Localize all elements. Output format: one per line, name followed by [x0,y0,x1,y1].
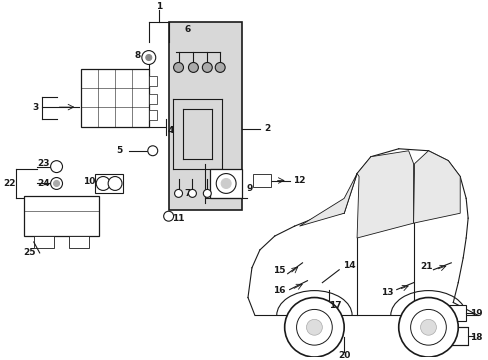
Text: 5: 5 [116,146,122,155]
Text: 10: 10 [83,177,95,186]
Bar [168,22,242,210]
Text: 14: 14 [342,261,355,270]
Circle shape [216,174,236,193]
Bar [429,327,467,345]
Circle shape [410,310,446,345]
Text: 17: 17 [328,301,341,310]
Text: 9: 9 [246,184,253,193]
Bar [148,94,157,104]
Polygon shape [413,151,459,223]
Circle shape [96,176,110,190]
Bar [24,196,99,236]
Text: 25: 25 [23,248,36,257]
Bar [148,110,157,120]
Circle shape [50,161,62,172]
Polygon shape [299,174,356,226]
Bar [34,236,54,248]
Text: 1: 1 [155,3,162,12]
Text: 8: 8 [135,51,141,60]
Text: 24: 24 [37,179,50,188]
Circle shape [284,297,344,357]
Circle shape [54,180,60,186]
Polygon shape [356,151,413,238]
Text: 3: 3 [33,103,39,112]
Circle shape [174,189,182,197]
Circle shape [398,297,457,357]
Circle shape [145,55,151,60]
Bar [210,168,242,198]
Circle shape [306,319,322,335]
Text: 2: 2 [264,125,270,134]
Circle shape [203,189,211,197]
Circle shape [50,177,62,189]
Text: 15: 15 [273,266,285,275]
Bar [148,76,157,86]
Circle shape [296,310,331,345]
Text: 4: 4 [167,126,173,135]
Text: 23: 23 [38,159,50,168]
Bar [81,69,148,127]
Text: 18: 18 [469,333,481,342]
Text: 13: 13 [380,288,392,297]
Text: 11: 11 [172,214,184,223]
Text: 20: 20 [337,351,349,360]
Text: 7: 7 [184,189,190,198]
Circle shape [188,63,198,72]
Circle shape [142,51,155,64]
Text: 19: 19 [469,309,481,318]
Bar [427,306,465,321]
Circle shape [163,211,173,221]
Circle shape [188,189,196,197]
Circle shape [215,63,224,72]
Text: 22: 22 [4,179,16,188]
Circle shape [147,146,158,156]
Text: 21: 21 [419,262,432,271]
Circle shape [221,179,231,188]
Bar [252,174,270,188]
Bar [69,236,89,248]
Text: 12: 12 [293,176,305,185]
Circle shape [108,176,122,190]
Circle shape [420,319,435,335]
Text: 16: 16 [273,286,285,295]
Bar [95,174,123,193]
Circle shape [202,63,212,72]
Text: 6: 6 [184,25,190,34]
Circle shape [173,63,183,72]
